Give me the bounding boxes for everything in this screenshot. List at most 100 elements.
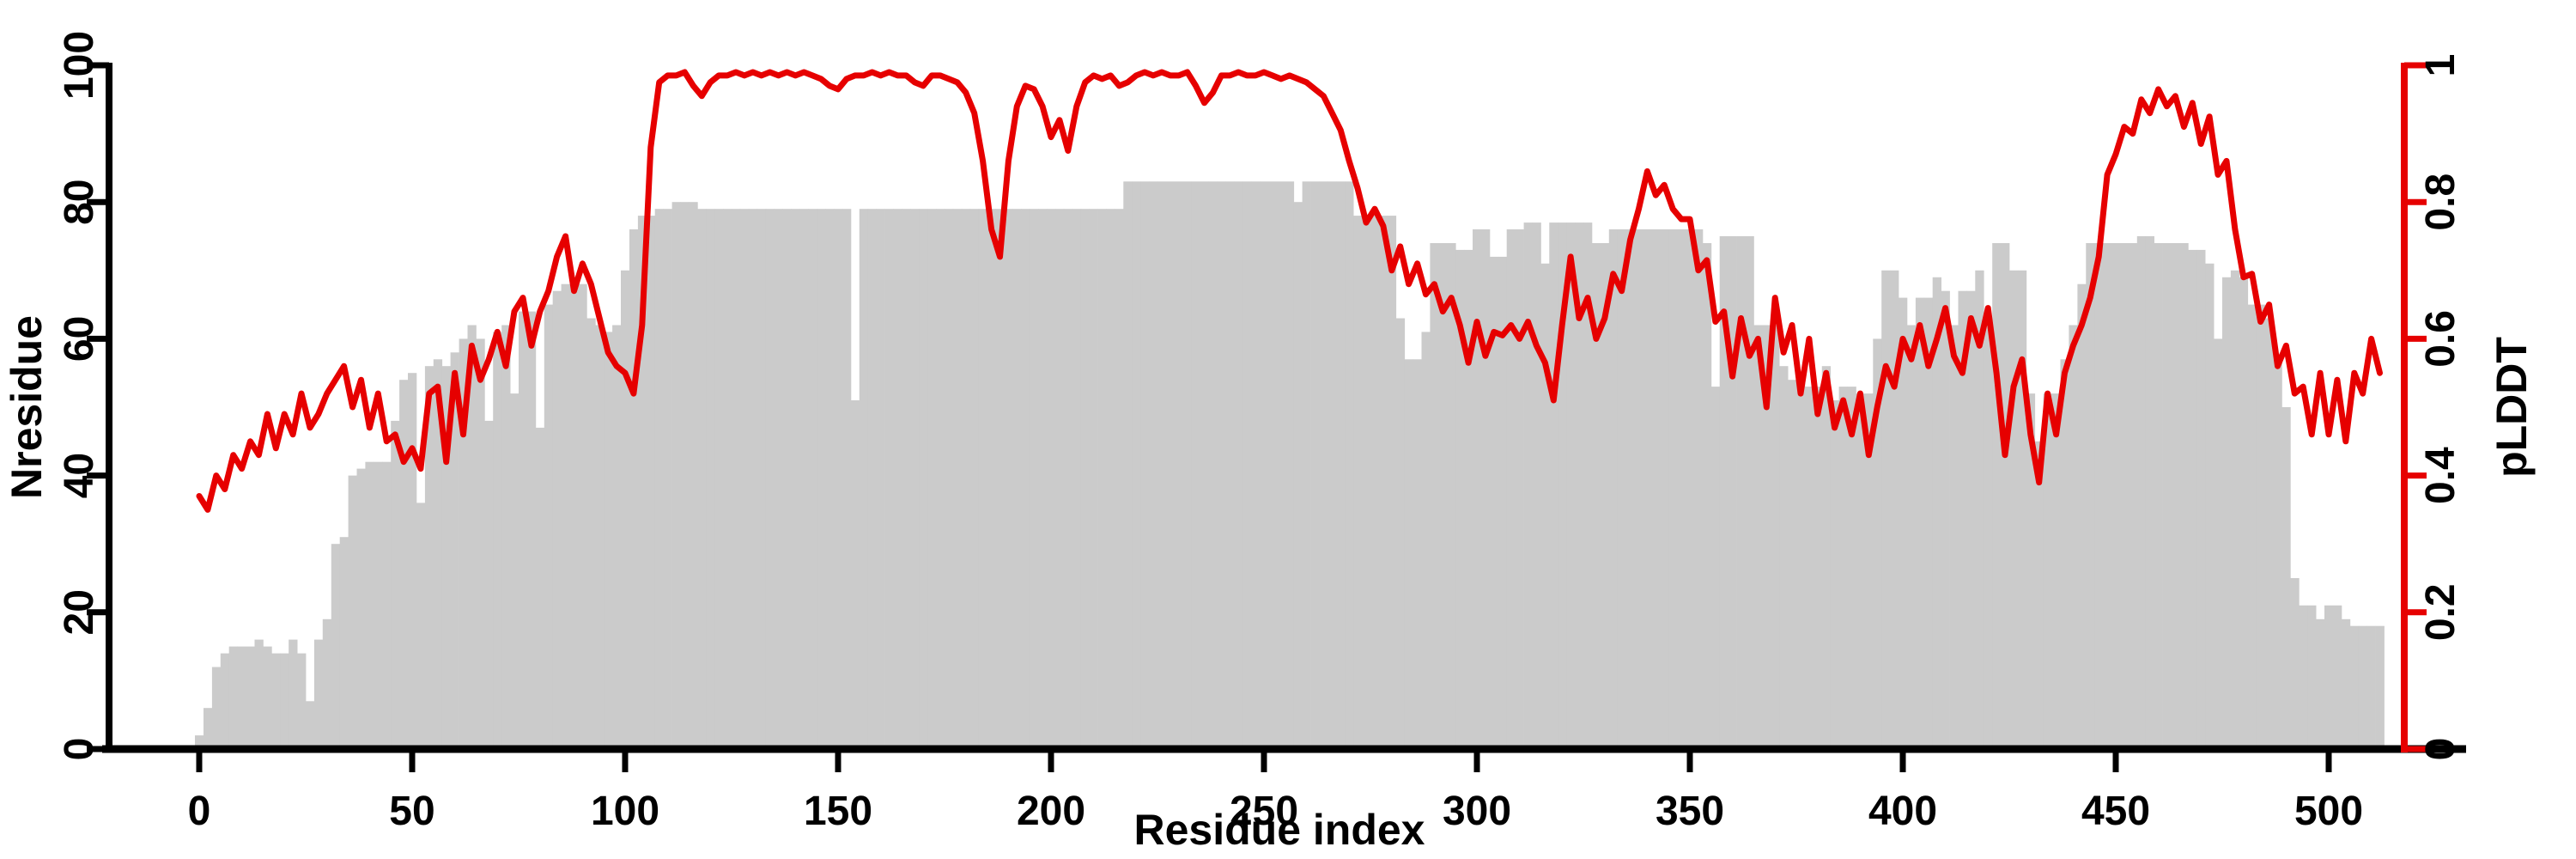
nresidue-bar [2239, 277, 2249, 749]
nresidue-bar [1625, 229, 1635, 749]
nresidue-bar [1123, 181, 1133, 750]
nresidue-bar [2154, 243, 2163, 749]
nresidue-bar [2222, 277, 2232, 749]
nresidue-bar [1370, 216, 1380, 750]
nresidue-bar [1404, 359, 1413, 749]
nresidue-bar [1345, 181, 1354, 750]
nresidue-bar [1481, 229, 1491, 749]
nresidue-bar [884, 209, 894, 749]
nresidue-bar [1438, 243, 1448, 749]
nresidue-bar [1464, 249, 1473, 749]
nresidue-bar [220, 653, 230, 749]
nresidue-bar [1506, 229, 1516, 749]
nresidue-bar [2333, 605, 2342, 749]
nresidue-bar [586, 318, 596, 749]
nresidue-bar [1097, 209, 1107, 749]
nresidue-bar [1702, 243, 1712, 749]
nresidue-bar [1694, 229, 1704, 749]
nresidue-bar [578, 283, 587, 749]
nresidue-bar [1668, 229, 1678, 749]
nresidue-bar [1915, 297, 1925, 750]
nresidue-bar [995, 209, 1005, 749]
nresidue-bar [978, 209, 987, 749]
nresidue-bar [1447, 243, 1456, 749]
nresidue-bar [1873, 338, 1882, 749]
nresidue-bar [1055, 209, 1065, 749]
nresidue-bar [859, 209, 869, 749]
x-tick-label: 100 [591, 789, 659, 834]
nresidue-bar [1932, 277, 1941, 749]
nresidue-bar [1899, 297, 1908, 750]
nresidue-bar [671, 202, 681, 749]
nresidue-bar [416, 503, 426, 749]
y-left-axis-title: Nresidue [3, 315, 51, 499]
nresidue-bar [519, 311, 528, 749]
nresidue-bar [739, 209, 750, 749]
nresidue-bar [1975, 270, 1984, 749]
nresidue-bar [374, 461, 383, 749]
nresidue-bar [919, 209, 928, 749]
nresidue-bar [391, 420, 400, 749]
nresidue-bar [2009, 270, 2019, 749]
nresidue-bar [2205, 263, 2215, 749]
nresidue-bar [1796, 380, 1806, 749]
x-tick-label: 0 [188, 789, 211, 834]
nresidue-bar [842, 209, 852, 749]
nresidue-bar [476, 338, 485, 749]
nresidue-bar [825, 209, 835, 749]
nresidue-bar [1200, 181, 1209, 750]
nresidue-bar [246, 646, 255, 749]
nresidue-bar [1395, 318, 1406, 749]
nresidue-bar [1021, 209, 1030, 749]
nresidue-bar [1830, 400, 1839, 749]
nresidue-bar [2001, 243, 2010, 749]
nresidue-bar [1788, 380, 1797, 749]
nresidue-bar [595, 325, 605, 749]
nresidue-bar [1515, 229, 1524, 749]
nresidue-bar [1489, 256, 1499, 749]
nresidue-bar [680, 202, 690, 749]
x-tick-label: 500 [2294, 789, 2363, 834]
y-right-tick-label: 1 [2418, 54, 2464, 77]
axes-layer: 0 50 100 150 200 250 300 350 400 450 500 0 20 40 60 80 1… [57, 31, 2466, 834]
plddt-line-layer [196, 69, 2383, 513]
nresidue-bar [306, 701, 315, 749]
nresidue-bar [1710, 387, 1721, 749]
nresidue-bar [1779, 366, 1789, 749]
nresidue-bar [2179, 243, 2189, 749]
nresidue-bar [1115, 209, 1124, 749]
nresidue-bar [510, 393, 519, 749]
x-tick-label: 400 [1868, 789, 1937, 834]
nresidue-bar [1336, 181, 1346, 750]
nresidue-bar [408, 373, 417, 749]
nresidue-bar [697, 209, 707, 749]
nresidue-bar [1285, 181, 1295, 750]
nresidue-bar [1532, 222, 1541, 750]
nresidue-bar [876, 209, 885, 749]
nresidue-bar [1600, 243, 1610, 749]
nresidue-bar [2069, 325, 2078, 749]
nresidue-bar [1856, 393, 1865, 749]
nresidue-bar [1072, 209, 1082, 749]
nresidue-bar [2120, 243, 2129, 749]
nresidue-bar [782, 209, 792, 749]
nresidue-bar [927, 209, 937, 749]
nresidue-bar [663, 209, 672, 749]
nresidue-bar [2256, 304, 2265, 750]
nresidue-bar [1813, 387, 1823, 749]
nresidue-bar [1063, 209, 1073, 749]
nresidue-bar [1634, 229, 1643, 749]
nresidue-bar [612, 325, 622, 749]
nresidue-bar [382, 461, 392, 749]
nresidue-bar [2273, 359, 2282, 749]
nresidue-bar [1762, 325, 1771, 749]
nresidue-bar [2043, 393, 2052, 749]
nresidue-bar [1804, 387, 1814, 749]
nresidue-bar [714, 209, 724, 749]
nresidue-bar [1191, 181, 1200, 750]
nresidue-bar [450, 352, 459, 749]
nresidue-bar [433, 359, 443, 749]
nresidue-bar [1165, 181, 1176, 750]
nresidue-bar [2341, 618, 2351, 749]
